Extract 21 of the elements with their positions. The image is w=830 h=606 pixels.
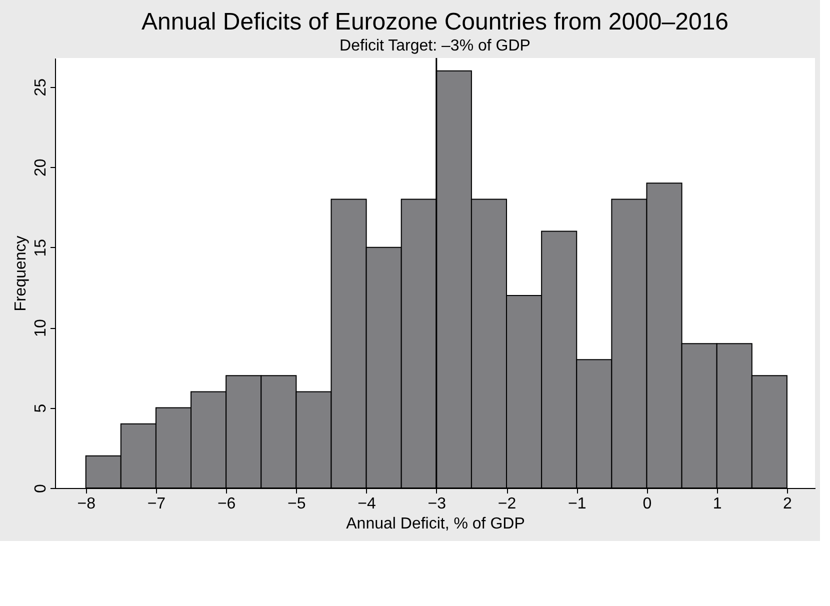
x-tick-label: 0 (642, 496, 652, 512)
chart-title: Annual Deficits of Eurozone Countries from 2000–2016 (141, 8, 729, 36)
x-tick-label: −2 (498, 496, 516, 512)
x-tick-label: −7 (147, 496, 166, 512)
x-tick-label: 2 (783, 496, 792, 512)
x-axis-title: Annual Deficit, % of GDP (346, 516, 525, 532)
y-tick-label: 0 (32, 484, 50, 493)
x-tick-label: 1 (712, 496, 722, 512)
y-tick-label: 15 (32, 238, 50, 257)
y-tick-label: 5 (32, 404, 50, 413)
x-tick-label: −5 (288, 496, 306, 512)
x-tick-label: −1 (568, 496, 586, 512)
y-tick-label: 10 (32, 319, 50, 337)
x-tick-label: −4 (358, 496, 376, 512)
x-tick-label: −8 (77, 496, 96, 512)
x-tick-label: −6 (217, 496, 236, 512)
chart-subtitle: Deficit Target: –3% of GDP (340, 37, 530, 54)
y-tick-label: 25 (32, 78, 50, 96)
y-tick-label: 20 (32, 158, 50, 177)
y-axis-title: Frequency (12, 236, 30, 312)
x-tick-label: −3 (428, 496, 446, 512)
